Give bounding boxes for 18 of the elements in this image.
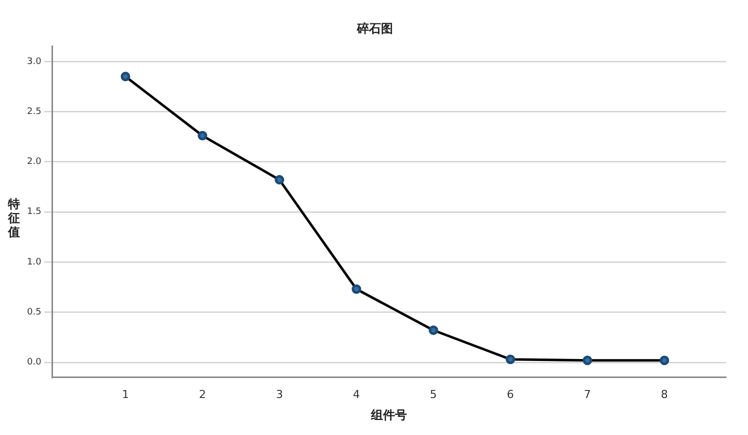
x-tick-label: 4 — [352, 388, 360, 401]
y-tick-label: 2.0 — [26, 157, 42, 168]
y-tick-label: 0.5 — [26, 308, 42, 318]
y-axis-title: 特征值 — [8, 196, 21, 238]
x-tick-label: 7 — [584, 388, 591, 401]
y-tick-label: 3.0 — [26, 56, 42, 67]
y-tick-label: 1.0 — [26, 257, 42, 268]
y-tick-label: 1.5 — [26, 207, 42, 218]
y-tick-label: 0.0 — [26, 358, 42, 368]
x-tick-label: 3 — [276, 388, 283, 401]
x-axis-title: 组件号 — [370, 408, 408, 422]
x-tick-label: 5 — [430, 388, 437, 401]
chart-title: 碎石图 — [356, 21, 393, 36]
x-tick-label: 8 — [660, 388, 668, 401]
x-tick-label: 6 — [506, 388, 514, 401]
x-tick-label: 1 — [122, 388, 129, 401]
y-tick-label: 2.5 — [26, 106, 42, 117]
x-tick-label: 2 — [198, 388, 206, 401]
